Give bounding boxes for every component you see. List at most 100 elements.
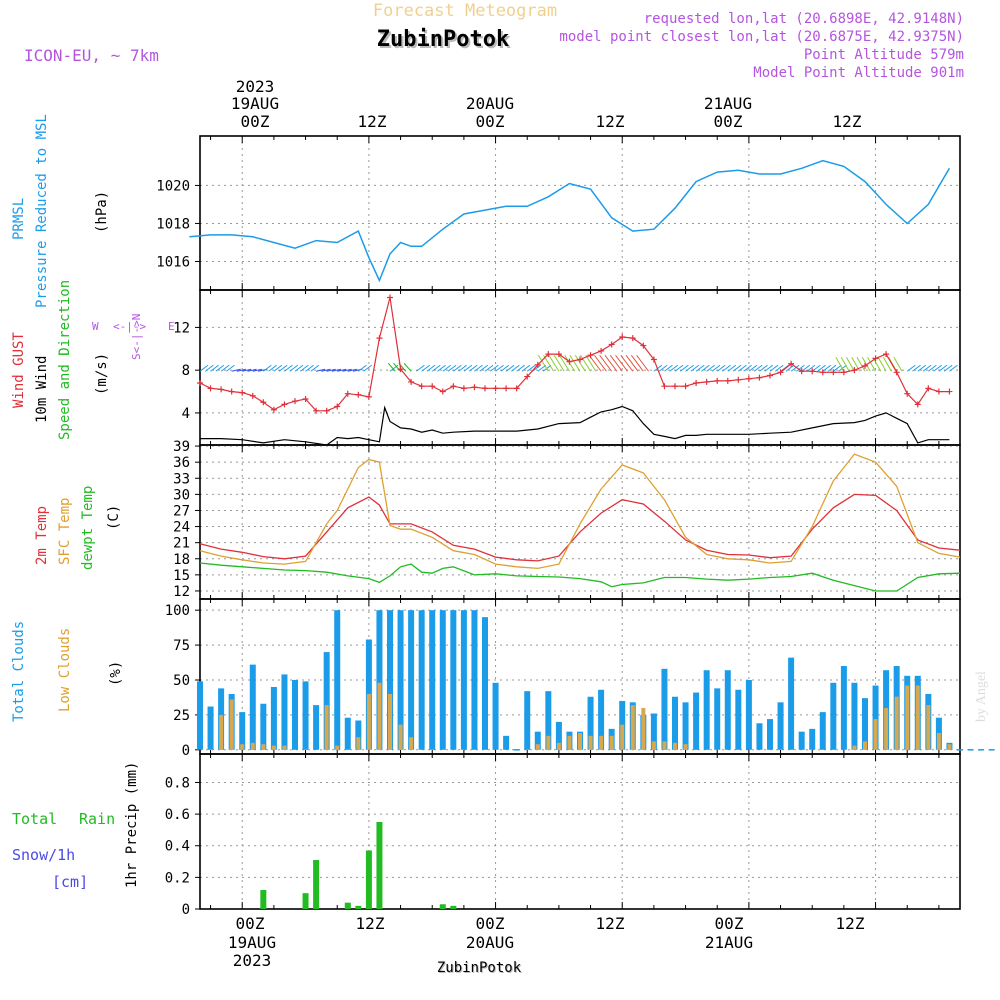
wind-arrow [716, 364, 726, 372]
total-cloud-bar [555, 721, 562, 750]
top-year-label: 2023 [236, 77, 275, 96]
gust-marker [429, 383, 436, 390]
total-cloud-bar [292, 679, 298, 750]
total-cloud-bar [334, 610, 341, 750]
gust-marker [693, 380, 700, 386]
closest-point: model point closest lon,lat (20.6875E, 4… [559, 29, 964, 45]
bottom-date-2: 21AUG [705, 933, 753, 952]
panel-precipitation: 0 0.2 0.4 0.6 0.8 [165, 753, 961, 918]
low-cloud-bar [240, 744, 245, 750]
gust-marker [460, 385, 467, 392]
gust-marker [661, 383, 668, 390]
temp2m-label: 2m Temp [34, 506, 50, 565]
gust-marker [862, 362, 868, 369]
wind-arrow [928, 364, 937, 372]
total-cloud-bar [450, 610, 457, 750]
wind-arrow [861, 356, 871, 372]
rain-bar [260, 890, 267, 909]
low-cloud-bar [271, 745, 276, 750]
bottom-time-axis: 00Z 12Z 00Z 12Z 00Z 12Z 19AUG 20AUG 21AU… [228, 914, 865, 977]
wind-arrow [263, 364, 272, 372]
total-cloud-bar [767, 719, 773, 750]
cloud-bars [197, 610, 995, 751]
low-cloud-bar [388, 693, 392, 750]
wind-arrow [458, 364, 467, 372]
y-tick-label: 4 [182, 406, 190, 422]
total-cloud-bar [418, 610, 425, 750]
wind-arrow [833, 364, 842, 372]
wind-arrow [846, 356, 855, 372]
wind-arrow [442, 364, 452, 372]
wind-arrow [636, 354, 650, 372]
wind-arrow [732, 364, 742, 372]
rain-bar [344, 902, 351, 909]
gust-marker [756, 374, 763, 381]
gust-marker [619, 334, 626, 341]
gust-marker [788, 360, 795, 367]
low-cloud-bar [356, 737, 361, 750]
wind-arrow [553, 354, 565, 372]
total-cloud-bar [344, 717, 351, 750]
wind-arrow [500, 364, 510, 372]
gust-marker [545, 351, 552, 358]
gust-marker [883, 351, 890, 358]
gust-marker [767, 372, 773, 379]
gust-marker [228, 388, 235, 395]
total-cloud-bar [260, 703, 267, 750]
total-cloud-bar [524, 691, 531, 750]
gust-marker [482, 385, 488, 392]
low-cloud-bar [546, 735, 551, 750]
wind-arrow [743, 364, 752, 372]
total-cloud-bar [661, 668, 668, 750]
wind-arrow [877, 356, 887, 372]
wind-arrow [912, 364, 921, 372]
wind-arrow [511, 364, 520, 372]
wind-arrow [220, 364, 230, 372]
wind-arrow [685, 364, 694, 372]
wind-arrow [569, 354, 581, 372]
low-cloud-bar [630, 705, 635, 750]
wind-arrow [790, 364, 800, 372]
low-cloud-bar [282, 745, 287, 750]
low-cloud-bar [599, 735, 604, 750]
gust-marker [524, 373, 531, 380]
gust-marker [397, 366, 404, 373]
temp-unit: (C) [106, 505, 122, 530]
top-date-2: 21AUG [704, 94, 752, 113]
wind-arrow [679, 364, 689, 372]
compass-west: W [92, 320, 99, 333]
wind-arrow [609, 354, 623, 372]
sfctemp-label: SFC Temp [57, 498, 73, 565]
low-cloud-bar [894, 696, 899, 750]
wind-arrow [690, 364, 700, 372]
y-tick-label: 0.8 [165, 775, 190, 791]
model-altitude: Model Point Altitude 901m [753, 65, 964, 81]
wind-arrow [337, 368, 347, 372]
gust-marker [450, 383, 457, 390]
wind-arrow [769, 364, 779, 372]
rain-bar [439, 904, 446, 909]
wind-arrow [489, 364, 499, 372]
wind-arrow [840, 356, 850, 372]
snow-label: Snow/1h [12, 846, 75, 864]
y-tick-label: 15 [173, 568, 190, 584]
wind-arrow [943, 364, 953, 372]
wind-arrow [532, 364, 541, 372]
wind-speed-dir-label: Speed and Direction [57, 280, 73, 440]
low-cloud-bar [863, 741, 867, 750]
top-date-1: 20AUG [466, 94, 514, 113]
gust-marker [672, 383, 678, 390]
gust-marker [851, 367, 858, 374]
gust-marker [872, 355, 879, 362]
low-cloud-bar [620, 724, 625, 750]
gust-marker [714, 377, 721, 384]
total-cloud-bar [693, 692, 700, 750]
low-cloud-bar [588, 735, 593, 750]
wind-direction-arrows [199, 354, 958, 372]
rain-bar [450, 905, 457, 909]
y-tick-label: 0.4 [165, 839, 190, 855]
wind-arrow [321, 368, 331, 372]
low-cloud-bar [578, 733, 582, 750]
total-cloud-bar [851, 682, 858, 750]
